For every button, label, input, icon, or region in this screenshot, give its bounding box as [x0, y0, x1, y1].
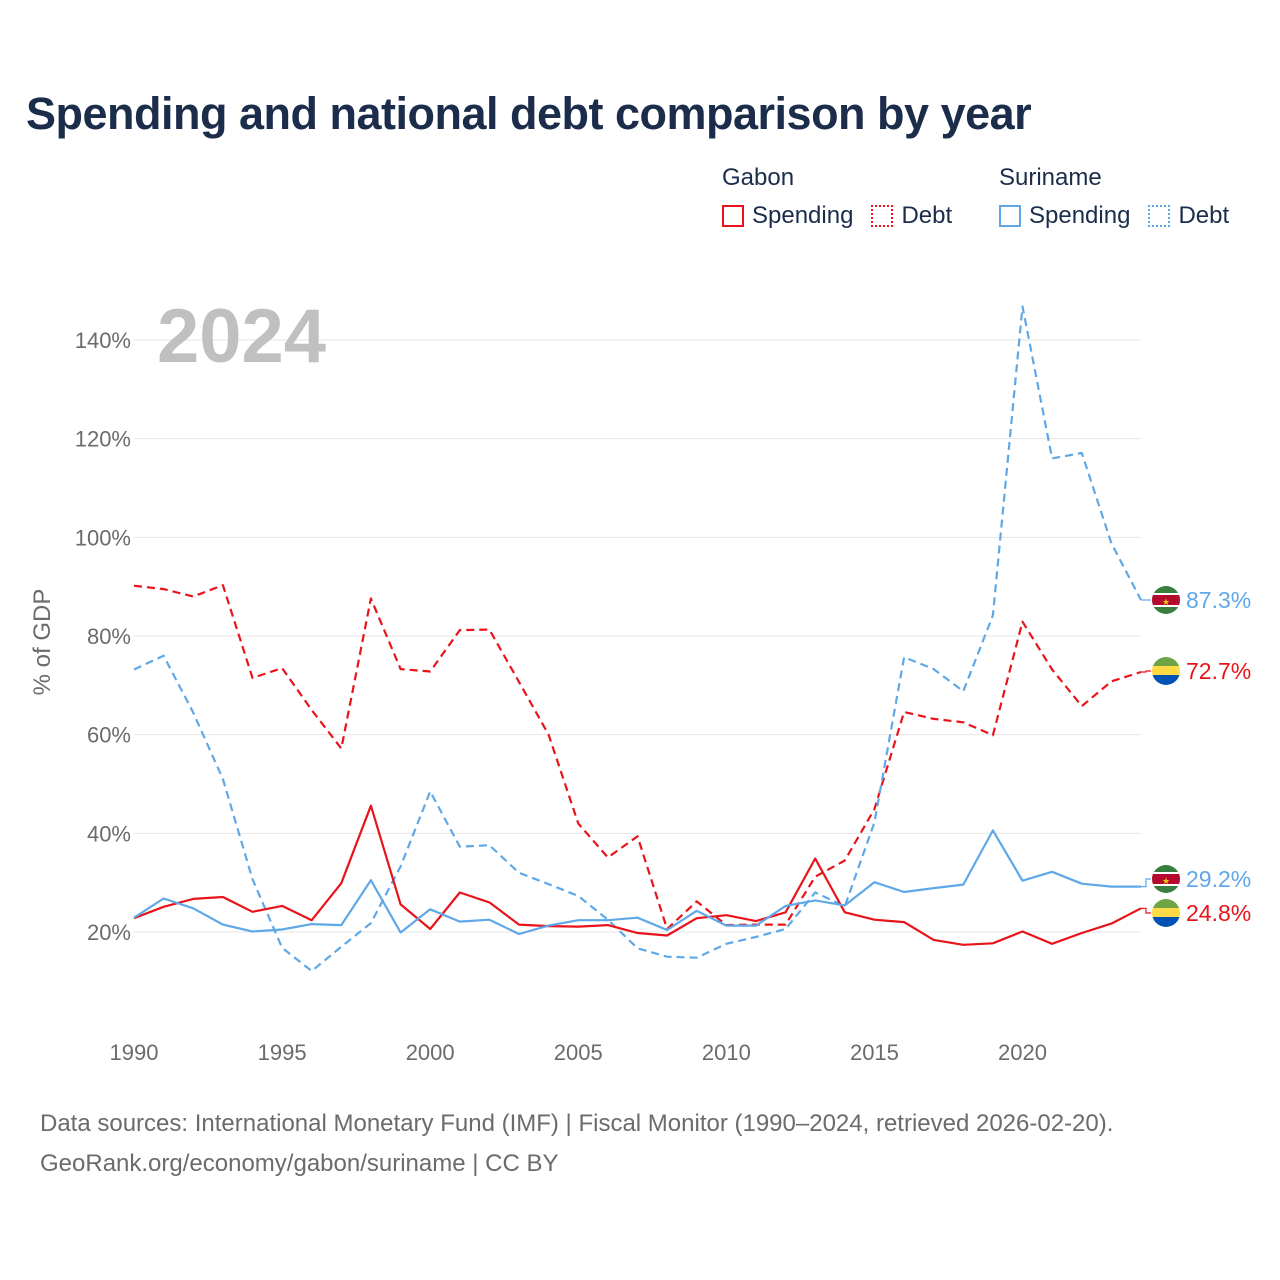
legend-swatch-gabon-spending: [722, 205, 744, 227]
legend-country-suriname: Suriname: [999, 164, 1102, 191]
legend-country-gabon: Gabon: [722, 164, 795, 191]
x-tick-label: 2010: [702, 1040, 751, 1065]
legend-label-suriname-spending: Spending: [1029, 202, 1131, 229]
y-axis-label: % of GDP: [29, 589, 56, 696]
end-label-gabon-debt: 72.7%: [1186, 658, 1251, 684]
legend-gabon: Gabon Spending Debt: [722, 160, 952, 230]
gabon-flag-icon: [1152, 899, 1180, 927]
svg-text:★: ★: [1162, 597, 1170, 607]
suriname-flag-icon: ★: [1152, 586, 1180, 614]
year-overlay: 2024: [157, 294, 326, 379]
legend-swatch-gabon-debt: [871, 205, 894, 227]
data-source: Data sources: International Monetary Fun…: [40, 1104, 1113, 1184]
legend-item-gabon-spending[interactable]: Spending: [722, 202, 853, 230]
y-tick-label: 20%: [87, 920, 131, 945]
legend-suriname: Suriname Spending Debt: [999, 160, 1229, 230]
series-line-gabon-debt[interactable]: [133, 584, 1142, 931]
chart-title: Spending and national debt comparison by…: [26, 88, 1032, 139]
end-label-suriname-spending: 29.2%: [1186, 866, 1251, 892]
legend-item-gabon-debt[interactable]: Debt: [871, 202, 952, 230]
legend-swatch-suriname-debt: [1148, 205, 1171, 227]
x-tick-label: 1990: [110, 1040, 159, 1065]
legend-item-suriname-debt[interactable]: Debt: [1148, 202, 1229, 230]
source-line-1: Data sources: International Monetary Fun…: [40, 1110, 1114, 1137]
end-label-connector: [1141, 670, 1151, 673]
source-line-2[interactable]: GeoRank.org/economy/gabon/suriname | CC …: [40, 1150, 559, 1177]
y-tick-label: 120%: [75, 427, 131, 452]
series-line-suriname-spending[interactable]: [133, 829, 1141, 936]
legend-swatch-suriname-spending: [999, 205, 1021, 227]
x-tick-label: 2020: [998, 1040, 1047, 1065]
suriname-flag-icon: ★: [1152, 865, 1180, 893]
y-tick-label: 140%: [75, 328, 131, 353]
series-line-suriname-debt[interactable]: [133, 305, 1142, 973]
svg-text:★: ★: [1162, 876, 1170, 886]
y-tick-label: 60%: [87, 723, 131, 748]
x-tick-label: 2000: [406, 1040, 455, 1065]
end-label-connector: [1141, 878, 1151, 888]
series-line-gabon-spending[interactable]: [133, 804, 1142, 946]
gabon-flag-icon: [1152, 657, 1180, 685]
y-tick-label: 80%: [87, 624, 131, 649]
y-tick-label: 40%: [87, 821, 131, 846]
legend-label-gabon-spending: Spending: [752, 202, 854, 229]
end-label-suriname-debt: 87.3%: [1186, 587, 1251, 613]
x-tick-label: 1995: [258, 1040, 307, 1065]
legend-item-suriname-spending[interactable]: Spending: [999, 202, 1130, 230]
end-label-connector: [1141, 907, 1151, 914]
legend-label-gabon-debt: Debt: [901, 202, 953, 229]
legend-label-suriname-debt: Debt: [1178, 202, 1230, 229]
x-tick-label: 2015: [850, 1040, 899, 1065]
end-label-gabon-spending: 24.8%: [1186, 900, 1251, 926]
y-tick-label: 100%: [75, 525, 131, 550]
x-tick-label: 2005: [554, 1040, 603, 1065]
